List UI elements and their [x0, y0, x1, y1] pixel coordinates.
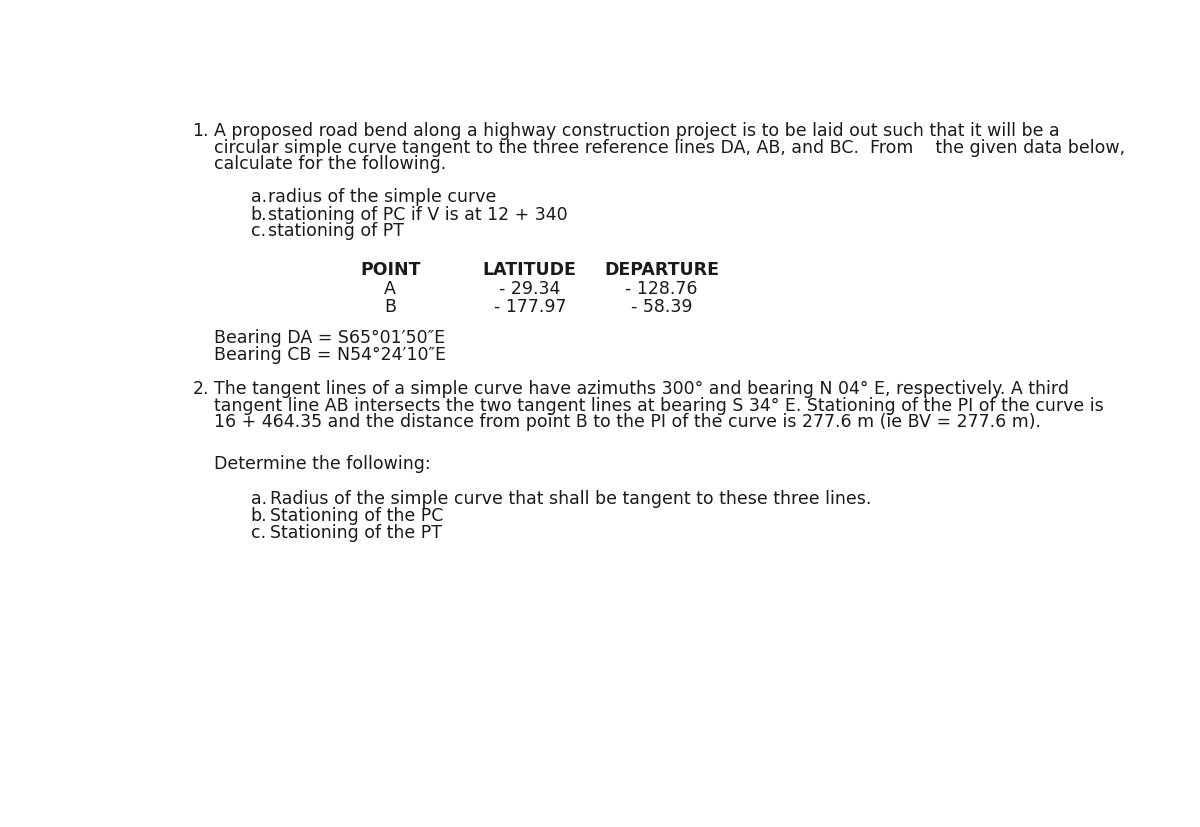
Text: b.: b.: [251, 205, 268, 223]
Text: 16 + 464.35 and the distance from point B to the PI of the curve is 277.6 m (ie : 16 + 464.35 and the distance from point …: [214, 414, 1040, 432]
Text: tangent line AB intersects the two tangent lines at bearing S 34° E. Stationing : tangent line AB intersects the two tange…: [214, 397, 1103, 415]
Text: a.: a.: [251, 490, 266, 509]
Text: DEPARTURE: DEPARTURE: [604, 261, 719, 279]
Text: Bearing DA = S65°01′50″E: Bearing DA = S65°01′50″E: [214, 328, 445, 347]
Text: stationing of PT: stationing of PT: [268, 222, 403, 241]
Text: c.: c.: [251, 524, 266, 543]
Text: Stationing of the PC: Stationing of the PC: [270, 507, 444, 525]
Text: radius of the simple curve: radius of the simple curve: [268, 188, 496, 206]
Text: POINT: POINT: [360, 261, 420, 279]
Text: a.: a.: [251, 188, 266, 206]
Text: b.: b.: [251, 507, 268, 525]
Text: Determine the following:: Determine the following:: [214, 455, 430, 473]
Text: circular simple curve tangent to the three reference lines DA, AB, and BC.  From: circular simple curve tangent to the thr…: [214, 139, 1124, 157]
Text: - 29.34: - 29.34: [499, 280, 560, 299]
Text: B: B: [384, 298, 396, 316]
Text: A: A: [384, 280, 396, 299]
Text: 2.: 2.: [193, 380, 209, 399]
Text: stationing of PC if V is at 12 + 340: stationing of PC if V is at 12 + 340: [268, 205, 568, 223]
Text: The tangent lines of a simple curve have azimuths 300° and bearing N 04° E, resp: The tangent lines of a simple curve have…: [214, 380, 1068, 399]
Text: - 58.39: - 58.39: [631, 298, 692, 316]
Text: Bearing CB = N54°24′10″E: Bearing CB = N54°24′10″E: [214, 346, 445, 364]
Text: LATITUDE: LATITUDE: [482, 261, 577, 279]
Text: Radius of the simple curve that shall be tangent to these three lines.: Radius of the simple curve that shall be…: [270, 490, 871, 509]
Text: Stationing of the PT: Stationing of the PT: [270, 524, 442, 543]
Text: - 128.76: - 128.76: [625, 280, 697, 299]
Text: A proposed road bend along a highway construction project is to be laid out such: A proposed road bend along a highway con…: [214, 122, 1060, 141]
Text: c.: c.: [251, 222, 266, 241]
Text: calculate for the following.: calculate for the following.: [214, 155, 446, 174]
Text: - 177.97: - 177.97: [493, 298, 566, 316]
Text: 1.: 1.: [193, 122, 209, 141]
